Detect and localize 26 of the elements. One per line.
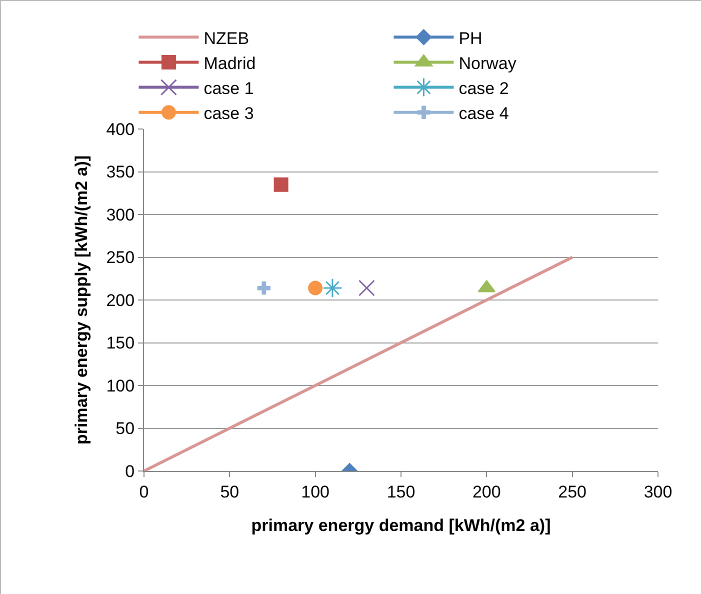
x-tick-label: 250 — [558, 482, 587, 502]
x-tick-label: 100 — [301, 482, 330, 502]
legend-label: case 1 — [204, 78, 254, 98]
x-tick-label: 300 — [644, 482, 672, 502]
y-tick-label: 0 — [125, 462, 135, 481]
legend-label: Norway — [458, 54, 517, 73]
legend-label: case 2 — [458, 78, 509, 98]
y-tick-label: 400 — [106, 120, 135, 139]
y-axis-title: primary energy supply [kWh/(m2 a)] — [72, 155, 91, 445]
legend-label: NZEB — [204, 28, 250, 48]
y-tick-label: 200 — [106, 290, 135, 310]
y-tick-label: 50 — [116, 419, 135, 438]
y-tick-label: 350 — [106, 162, 135, 182]
x-tick-label: 0 — [139, 482, 149, 502]
x-tick-label: 200 — [472, 482, 501, 502]
legend-label: case 3 — [204, 104, 254, 124]
legend-label: PH — [458, 28, 482, 48]
y-tick-label: 300 — [106, 205, 135, 224]
x-tick-label: 50 — [220, 482, 240, 502]
y-tick-label: 100 — [106, 376, 135, 396]
x-tick-label: 150 — [386, 482, 416, 502]
y-tick-label: 250 — [106, 248, 135, 268]
y-tick-label: 150 — [106, 334, 135, 353]
legend-label: case 4 — [458, 104, 509, 124]
x-axis-title: primary energy demand [kWh/(m2 a)] — [251, 516, 551, 535]
legend-label: Madrid — [204, 54, 256, 73]
